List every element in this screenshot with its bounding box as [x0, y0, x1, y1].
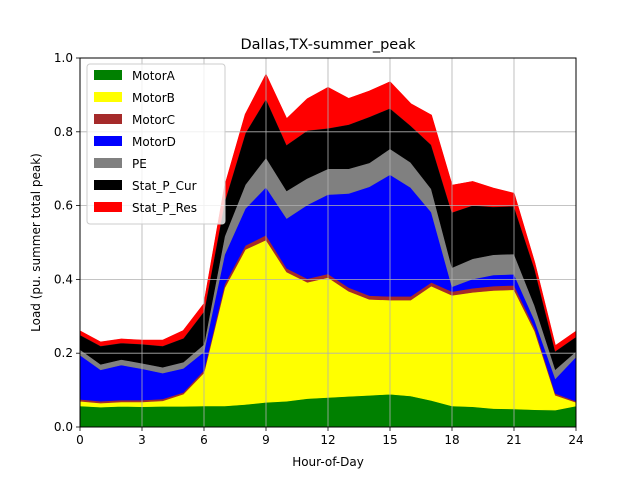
x-tick-label: 21: [506, 433, 521, 447]
x-tick-label: 24: [568, 433, 583, 447]
legend-label-motorb: MotorB: [132, 91, 175, 105]
legend-label-pe: PE: [132, 157, 147, 171]
legend: MotorA MotorB MotorC MotorD PE Stat_P_Cur Stat…: [86, 63, 226, 225]
y-tick-label: 0.2: [54, 346, 73, 360]
x-tick-label: 0: [76, 433, 84, 447]
x-tick-label: 12: [320, 433, 335, 447]
legend-swatch-stat-p-cur: [94, 180, 122, 190]
legend-label-motora: MotorA: [132, 69, 176, 83]
chart-title: Dallas,TX-summer_peak: [241, 37, 417, 53]
x-axis-ticks: 0 3 6 9 12 15 18 21 24: [76, 427, 584, 447]
x-tick-label: 9: [262, 433, 270, 447]
legend-swatch-pe: [94, 158, 122, 168]
x-tick-label: 15: [382, 433, 397, 447]
y-tick-label: 0.8: [54, 125, 73, 139]
legend-swatch-motora: [94, 70, 122, 80]
y-axis-label: Load (pu. summer total peak): [29, 153, 43, 332]
y-tick-label: 0.4: [54, 272, 73, 286]
x-axis-label: Hour-of-Day: [292, 455, 364, 469]
legend-label-motorc: MotorC: [132, 113, 175, 127]
legend-swatch-stat-p-res: [94, 202, 122, 212]
y-tick-label: 1.0: [54, 51, 73, 65]
x-tick-label: 6: [200, 433, 208, 447]
y-tick-label: 0.6: [54, 199, 73, 213]
y-axis-ticks: 0.0 0.2 0.4 0.6 0.8 1.0: [54, 51, 80, 434]
legend-swatch-motord: [94, 136, 122, 146]
legend-label-stat-p-res: Stat_P_Res: [132, 201, 197, 215]
legend-label-stat-p-cur: Stat_P_Cur: [132, 179, 197, 193]
legend-swatch-motorb: [94, 92, 122, 102]
legend-swatch-motorc: [94, 114, 122, 124]
legend-label-motord: MotorD: [132, 135, 176, 149]
x-tick-label: 18: [444, 433, 459, 447]
y-tick-label: 0.0: [54, 420, 73, 434]
x-tick-label: 3: [138, 433, 146, 447]
